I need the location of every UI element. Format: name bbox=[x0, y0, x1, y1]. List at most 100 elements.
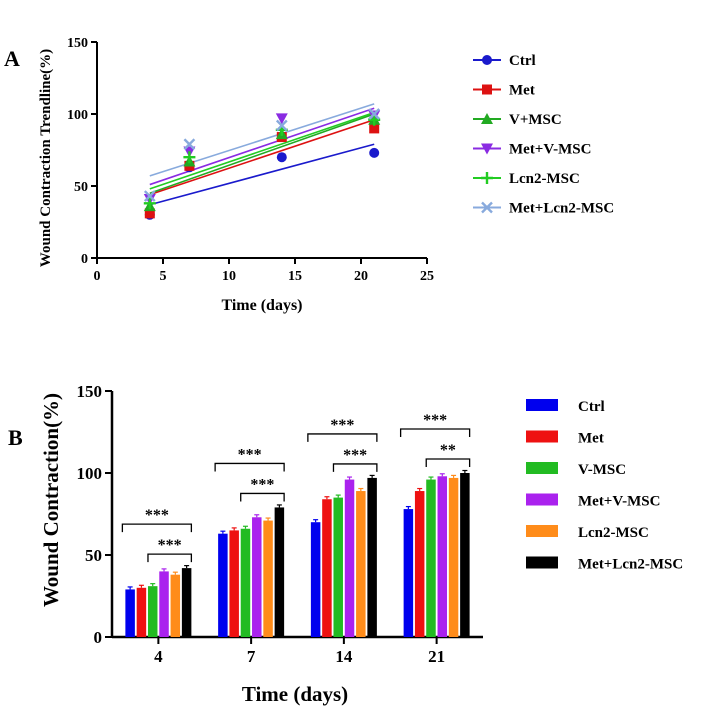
panel-b-legend-label: Met+V-MSC bbox=[578, 494, 660, 510]
panel-a-legend-label: Met bbox=[509, 83, 535, 99]
panel-a-legend-label: Met+V-MSC bbox=[509, 142, 591, 158]
panel-b-xlabel: Time (days) bbox=[242, 682, 348, 706]
panel-a-legend-marker bbox=[481, 113, 493, 124]
panel-b-legend-swatch bbox=[526, 525, 558, 537]
panel-b-y-tick-label: 100 bbox=[77, 464, 103, 483]
panel-a-trendline bbox=[149, 111, 375, 190]
panel-a-trendline bbox=[149, 103, 375, 177]
panel-b-bars bbox=[125, 469, 470, 637]
panel-a-legend-marker bbox=[481, 143, 493, 155]
panel-b-legend-swatch bbox=[526, 556, 558, 569]
panel-b-bar bbox=[136, 587, 147, 637]
panel-a-point bbox=[143, 190, 156, 202]
panel-a-legend-label: V+MSC bbox=[509, 112, 562, 128]
panel-b-significance-bracket bbox=[332, 463, 378, 472]
panel-a-trendline bbox=[149, 143, 375, 206]
panel-b-legend-swatch bbox=[526, 399, 558, 411]
panel-b-tick-labels: 0 50 100 150 4 7 14 21 bbox=[77, 382, 446, 666]
panel-b-bar bbox=[426, 479, 436, 637]
panel-a-trendline bbox=[149, 119, 375, 196]
panel-b-significance-bracket bbox=[147, 553, 193, 563]
panel-b-significance-label: *** bbox=[238, 446, 262, 463]
panel-b-significance: *********************** bbox=[121, 412, 471, 563]
panel-b-bar bbox=[170, 574, 181, 637]
panel-b-y-tick-label: 0 bbox=[94, 628, 103, 647]
panel-b-legend-label: Lcn2-MSC bbox=[578, 525, 649, 541]
panel-b-bar bbox=[240, 528, 251, 637]
panel-b-bar bbox=[274, 507, 285, 637]
panel-b-significance-bracket bbox=[307, 433, 378, 442]
panel-b-y-tick-label: 50 bbox=[85, 546, 102, 565]
panel-a-legend-marker bbox=[481, 172, 493, 184]
panel-a-x-tick-label: 20 bbox=[354, 269, 368, 284]
panel-a-legend-label: Met+Lcn2-MSC bbox=[509, 201, 614, 217]
panel-a-tick-labels: 0 50 100 150 0 5 10 15 20 25 bbox=[67, 36, 434, 284]
panel-b-significance-label: ** bbox=[440, 442, 456, 459]
panel-b-bar bbox=[403, 509, 414, 637]
panel-b-significance-label: *** bbox=[330, 417, 354, 434]
panel-b-legend-label: Met+Lcn2-MSC bbox=[578, 557, 683, 573]
panel-b-legend-label: Ctrl bbox=[578, 399, 605, 415]
panel-b-significance-bracket bbox=[240, 492, 285, 502]
panel-a: A Wound Contraction Trendline(%) Time (d… bbox=[4, 36, 614, 314]
panel-a-legend-label: Lcn2-MSC bbox=[509, 171, 580, 187]
panel-b-legend-swatch bbox=[526, 493, 558, 506]
panel-b-label: B bbox=[8, 425, 23, 450]
panel-a-trendlines bbox=[149, 103, 375, 206]
panel-b-significance-label: *** bbox=[423, 412, 447, 429]
panel-a-point bbox=[183, 151, 196, 164]
panel-b-x-tick-label: 21 bbox=[428, 647, 445, 666]
panel-a-point bbox=[369, 147, 380, 158]
panel-b-x-tick-label: 4 bbox=[154, 647, 163, 666]
panel-b-bar bbox=[367, 477, 377, 637]
panel-b-significance-label: *** bbox=[343, 447, 367, 464]
panel-b-bar bbox=[252, 517, 262, 637]
panel-b-significance-bracket bbox=[214, 462, 285, 472]
panel-a-point bbox=[143, 197, 156, 210]
panel-b-bar bbox=[322, 499, 332, 637]
panel-b-bar bbox=[263, 520, 273, 637]
panel-a-legend: Ctrl Met V+MSC Met+V-MSC Lcn2-MSC Met+Lcn2-MS… bbox=[473, 53, 614, 217]
panel-a-trendline bbox=[149, 113, 375, 194]
panel-b-significance-label: *** bbox=[158, 537, 182, 554]
panel-a-x-tick-label: 0 bbox=[94, 269, 101, 284]
panel-a-point bbox=[368, 113, 381, 126]
panel-b-legend: Ctrl Met V-MSC Met+V-MSC Lcn2-MSC Met+Lcn2-MS… bbox=[526, 399, 683, 573]
panel-b-bar bbox=[448, 477, 459, 637]
panel-b-legend-swatch bbox=[526, 430, 558, 443]
panel-b-bar bbox=[333, 497, 343, 637]
panel-a-legend-marker bbox=[482, 55, 492, 65]
panel-a-legend-marker bbox=[481, 201, 493, 214]
panel-a-x-tick-label: 25 bbox=[420, 269, 434, 284]
panel-a-point bbox=[275, 119, 288, 132]
panel-b-legend-label: V-MSC bbox=[578, 462, 626, 478]
panel-a-y-tick-label: 100 bbox=[67, 108, 88, 123]
panel-a-point bbox=[276, 152, 287, 163]
panel-b-y-tick-label: 150 bbox=[77, 382, 103, 401]
panel-b-x-tick-label: 7 bbox=[247, 647, 256, 666]
panel-a-ylabel: Wound Contraction Trendline(%) bbox=[38, 49, 54, 267]
panel-a-x-tick-label: 10 bbox=[222, 269, 236, 284]
panel-a-label: A bbox=[4, 46, 20, 71]
panel-a-y-tick-label: 0 bbox=[81, 252, 88, 267]
panel-a-x-tick-label: 15 bbox=[288, 269, 302, 284]
panel-a-points bbox=[143, 108, 381, 220]
panel-b-bar bbox=[125, 589, 135, 637]
panel-b-bar bbox=[437, 476, 448, 637]
panel-a-legend-label: Ctrl bbox=[509, 53, 536, 69]
panel-b-significance-label: *** bbox=[145, 507, 169, 524]
panel-a-y-tick-label: 50 bbox=[74, 180, 88, 195]
panel-b-bar bbox=[356, 491, 366, 637]
panel-a-point bbox=[275, 113, 288, 125]
panel-b-bar bbox=[460, 473, 470, 637]
panel-a-trendline bbox=[149, 107, 375, 186]
panel-b-legend-label: Met bbox=[578, 431, 604, 447]
panel-b-bar bbox=[159, 571, 169, 637]
panel-a-point bbox=[183, 138, 196, 151]
panel-b: B Wound Contraction(%) Time (days) 0 50 10… bbox=[8, 382, 683, 706]
panel-b-bar bbox=[310, 522, 321, 637]
panel-a-legend-marker bbox=[482, 84, 492, 95]
panel-b-significance-bracket bbox=[399, 428, 471, 437]
panel-b-bar bbox=[218, 533, 228, 637]
